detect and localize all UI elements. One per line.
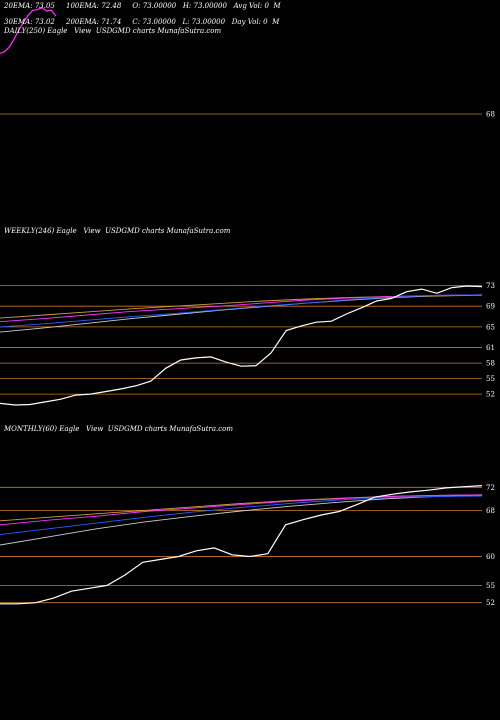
monthly-panel: 72 68 60 55 52 [0,484,495,607]
monthly-title: MONTHLY(60) Eagle View USDGMD charts Mun… [4,425,234,433]
ema-white-line [0,494,483,546]
level-label: 52 [486,599,495,607]
ema-blue-line [0,294,483,328]
level-label: 55 [486,375,495,383]
level-label: 72 [486,484,495,492]
price-line [0,7,57,55]
daily-panel: 68 [0,7,495,119]
level-label: 52 [486,391,495,399]
level-label: 61 [486,344,495,352]
level-label: 65 [486,323,495,331]
price-line [0,285,483,406]
ema-magenta-line [0,494,483,526]
ema-line-1: 20EMA: 73.05 100EMA: 72.48 O: 73.00000 H… [4,2,281,10]
level-label: 68 [486,111,495,119]
daily-title: DAILY(250) Eagle View USDGMD charts Muna… [4,27,222,35]
ema-line-2: 30EMA: 73.02 200EMA: 71.74 C: 73.00000 L… [4,18,280,26]
level-label: 55 [486,582,495,590]
weekly-title: WEEKLY(246) Eagle View USDGMD charts Mun… [4,227,231,235]
weekly-panel: 73 69 65 61 58 55 52 [0,282,495,406]
level-label: 60 [486,553,495,561]
price-line [0,485,483,605]
level-label: 69 [486,303,495,311]
ema-blue-line [0,495,483,536]
level-label: 68 [486,507,495,515]
ema-white-line [0,294,483,333]
level-label: 58 [486,360,495,368]
level-label: 73 [486,282,495,290]
